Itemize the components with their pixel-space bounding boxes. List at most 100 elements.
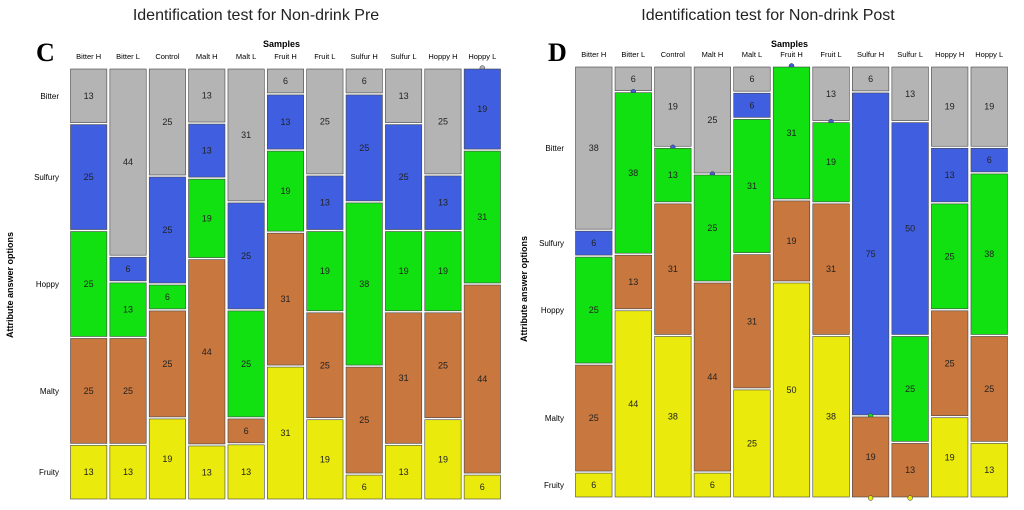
y-tick-label: Sulfury [34, 173, 59, 182]
panel-c: Identification test for Non-drink Pre C … [5, 7, 501, 500]
chart-title: Identification test for Non-drink Pre [132, 7, 380, 24]
cell-value-label: 13 [905, 465, 915, 475]
y-tick-label: Fruity [544, 481, 564, 490]
cell-value-label: 38 [668, 412, 678, 422]
mosaic-cell [970, 173, 1008, 335]
mosaic-cell [306, 175, 344, 230]
cell-value-label: 19 [786, 236, 796, 246]
cell-value-label: 25 [359, 143, 369, 153]
mosaic-cell [852, 92, 890, 416]
cell-value-label: 25 [747, 438, 757, 448]
x-tick-label: Control [661, 50, 686, 59]
cell-value-label: 31 [747, 316, 757, 326]
y-tick-label: Sulfury [539, 239, 564, 248]
cell-value-label: 13 [202, 467, 212, 477]
cell-value-label: 13 [84, 467, 94, 477]
x-tick-label: Bitter H [581, 50, 606, 59]
cell-value-label: 19 [438, 454, 448, 464]
mosaic-cell [931, 417, 969, 498]
cell-value-label: 19 [866, 452, 876, 462]
mosaic-cell [772, 200, 811, 282]
cell-value-label: 13 [123, 305, 133, 315]
mosaic-cell [188, 445, 226, 500]
cell-value-label: 13 [241, 467, 251, 477]
cell-value-label: 6 [126, 264, 131, 274]
mosaic-cell [654, 203, 692, 335]
mosaic-cell [654, 336, 692, 498]
cell-value-label: 25 [945, 251, 955, 261]
x-tick-label: Sulfur L [897, 50, 923, 59]
empty-cell-marker [907, 495, 913, 501]
mosaic-cell [267, 232, 304, 366]
mosaic-cell [931, 203, 969, 310]
x-tick-label: Sulfur L [391, 52, 417, 61]
x-tick-label: Sulfur H [857, 50, 884, 59]
cell-value-label: 13 [320, 198, 330, 208]
cell-value-label: 13 [668, 170, 678, 180]
mosaic-cell [852, 66, 890, 92]
cell-value-label: 19 [945, 452, 955, 462]
mosaic-cell [306, 231, 344, 312]
mosaic-cell [463, 150, 501, 284]
mosaic-cell [772, 66, 811, 200]
cell-value-label: 50 [905, 224, 915, 234]
cell-value-label: 19 [668, 102, 678, 112]
y-tick-label: Bitter [545, 144, 564, 153]
cell-value-label: 6 [244, 426, 249, 436]
x-tick-label: Fruit H [274, 52, 297, 61]
mosaic-cell [306, 68, 344, 175]
cell-value-label: 25 [438, 116, 448, 126]
cell-value-label: 25 [123, 386, 133, 396]
cell-value-label: 25 [589, 305, 599, 315]
mosaic-cell [345, 202, 383, 366]
mosaic-plot: Bitter H Bitter L Control Malt H Malt L Fruit… [34, 52, 501, 500]
mosaic-cell [733, 92, 771, 118]
mosaic-cell [70, 338, 108, 444]
x-axis-title: Samples [771, 39, 809, 49]
mosaic-cell [852, 416, 890, 498]
cell-value-label: 38 [984, 249, 994, 259]
cell-value-label: 44 [202, 347, 212, 357]
cell-value-label: 25 [707, 223, 717, 233]
cell-value-label: 44 [707, 372, 717, 382]
mosaic-cell [109, 445, 147, 500]
x-tick-label: Bitter H [76, 52, 101, 61]
mosaic-cell [931, 147, 969, 203]
mosaic-cell [614, 310, 652, 498]
cell-value-label: 25 [162, 225, 172, 235]
cell-value-label: 19 [202, 213, 212, 223]
mosaic-cell [385, 124, 423, 230]
mosaic-cell [970, 66, 1008, 147]
y-tick-label: Malty [545, 414, 564, 423]
mosaic-cell [693, 66, 731, 174]
mosaic-cell [267, 94, 304, 150]
mosaic-cell [891, 122, 929, 335]
cell-value-label: 44 [628, 399, 638, 409]
mosaic-cell [575, 256, 613, 364]
mosaic-cell [424, 68, 462, 175]
mosaic-cell [614, 92, 652, 254]
cell-value-label: 13 [202, 91, 212, 101]
cell-value-label: 25 [438, 360, 448, 370]
cell-value-label: 19 [826, 157, 836, 167]
cell-value-label: 6 [987, 155, 992, 165]
mosaic-cell [575, 472, 613, 498]
cell-value-label: 6 [362, 76, 367, 86]
cell-value-label: 25 [84, 172, 94, 182]
cell-value-label: 31 [280, 294, 290, 304]
cell-value-label: 31 [668, 264, 678, 274]
cell-value-label: 6 [868, 74, 873, 84]
x-tick-label: Malt H [702, 50, 724, 59]
cell-value-label: 25 [945, 358, 955, 368]
panel-letter: D [548, 38, 567, 67]
mosaic-cell [970, 147, 1008, 173]
mosaic-cell [227, 418, 265, 444]
mosaic-cell [693, 472, 731, 498]
y-tick-label: Bitter [40, 92, 59, 101]
mosaic-cell [733, 119, 771, 253]
cell-value-label: 13 [905, 89, 915, 99]
mosaic-plot: Bitter H Bitter L Control Malt H Malt L Fruit… [539, 50, 1008, 501]
cell-value-label: 6 [749, 100, 754, 110]
cell-value-label: 25 [162, 359, 172, 369]
mosaic-cell [227, 68, 265, 202]
